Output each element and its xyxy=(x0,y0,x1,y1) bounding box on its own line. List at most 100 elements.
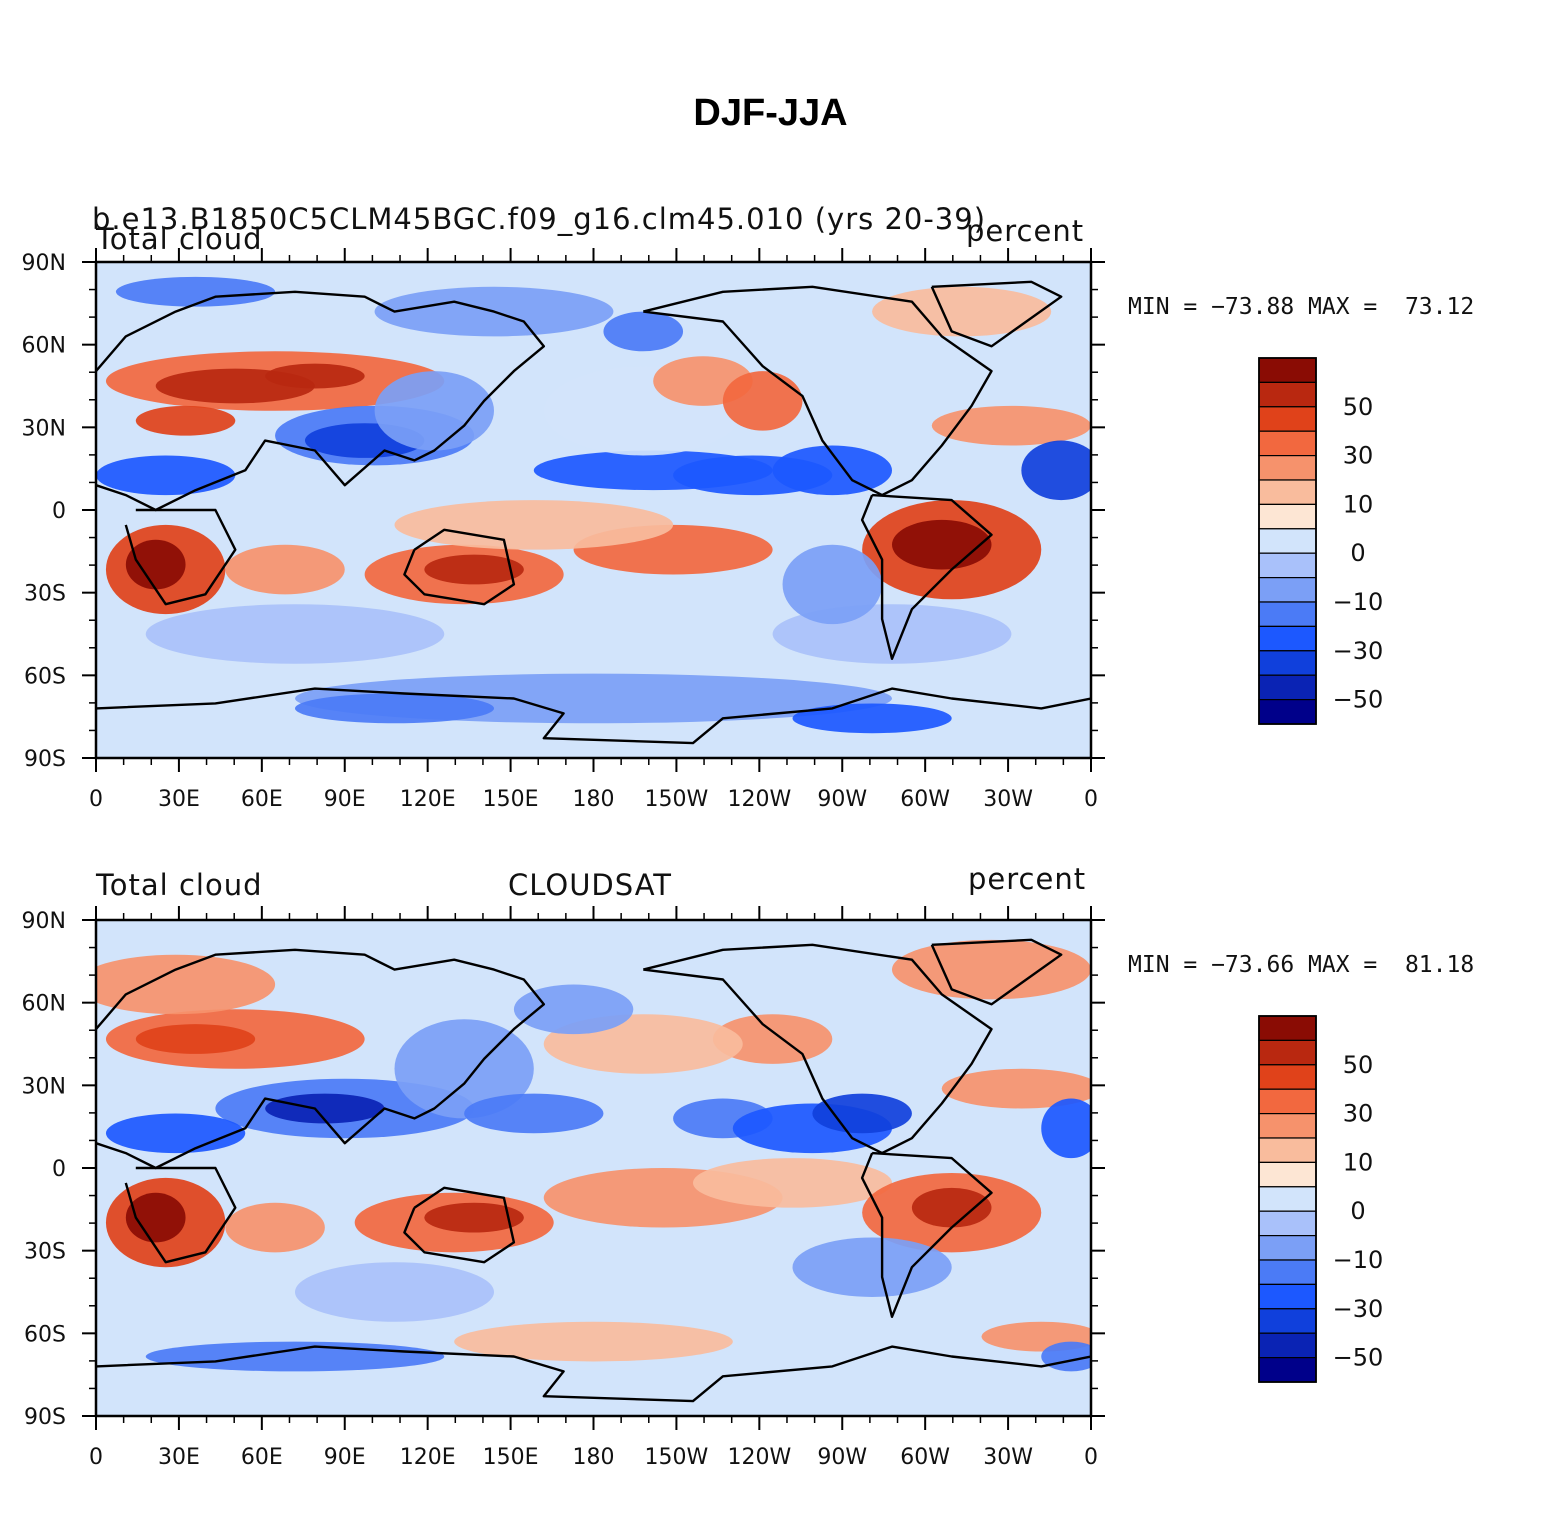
panel-top-contour-region xyxy=(772,445,892,496)
panel-bottom-lon-label: 180 xyxy=(573,1445,615,1470)
panel-bottom-contour-region xyxy=(712,1014,833,1064)
panel-top-lon-label: 0 xyxy=(89,787,103,812)
panel-top-lon-label: 90E xyxy=(324,787,366,812)
panel-bottom-lon-label: 30W xyxy=(983,1445,1033,1470)
panel-top-colorbar-box xyxy=(1258,601,1317,627)
panel-top-colorbar-label: −30 xyxy=(1333,637,1384,665)
panel-bottom-contour-region xyxy=(464,1093,604,1134)
panel-bottom-contour-region xyxy=(105,1113,246,1154)
panel-top-contour-region xyxy=(374,371,494,451)
panel-top-contour-region xyxy=(1021,440,1091,501)
panel-top-coastline xyxy=(930,280,1063,348)
panel-top-graphic: 90N 60N 30N 0 30S 60S 90S 0 30E 60E 90E 120E 150E 180… xyxy=(22,248,1384,812)
panel-top-colorbar-box xyxy=(1258,699,1317,725)
panel-bottom-lon-label: 60W xyxy=(900,1445,950,1470)
panel-top-colorbar-box xyxy=(1258,503,1317,530)
panel-top-lat-label: 30N xyxy=(22,416,66,441)
panel-top-colorbar-frame xyxy=(1258,357,1317,725)
panel-top-header-right: percent xyxy=(966,214,1085,248)
panel-bottom-contour-region xyxy=(454,1321,733,1362)
panel-bottom-colorbar-label: 0 xyxy=(1350,1197,1365,1225)
panel-bottom-colorbar-box xyxy=(1258,1308,1317,1334)
panel-bottom-coastline xyxy=(403,1186,516,1264)
panel-bottom-colorbar-label: −10 xyxy=(1333,1246,1384,1274)
panel-bottom-colorbar-box xyxy=(1258,1235,1317,1261)
panel-top-colorbar-label: 30 xyxy=(1343,442,1374,470)
panel-bottom-colorbar-box xyxy=(1258,1113,1317,1139)
panel-bottom-contour-region xyxy=(792,1237,952,1297)
panel-top-lon-label: 60E xyxy=(241,787,283,812)
panel-top-contour-region xyxy=(872,286,1052,337)
panel-top-coastline xyxy=(124,508,237,606)
panel-top-contour-region xyxy=(892,519,992,570)
figure-title: DJF-JJA xyxy=(693,92,848,134)
panel-bottom-colorbar-box xyxy=(1258,1064,1317,1090)
panel-bottom-contour-region xyxy=(812,1093,912,1134)
panel-bottom-colorbar-box xyxy=(1258,1015,1317,1041)
panel-bottom-colorbar-box xyxy=(1258,1186,1317,1212)
panel-top-lon-label: 150E xyxy=(483,787,539,812)
panel-top-colorbar-label: 0 xyxy=(1350,539,1365,567)
panel-bottom-contour-region xyxy=(1041,1098,1091,1159)
panel-bottom-lat-label: 90S xyxy=(24,1405,66,1430)
panel-top-contour-region xyxy=(125,539,186,590)
panel-bottom-colorbar-box xyxy=(1258,1039,1317,1066)
panel-top-colorbar-box xyxy=(1258,552,1317,579)
panel-top-lat-label: 60S xyxy=(24,664,66,689)
panel-bottom-colorbar-label: −30 xyxy=(1333,1295,1384,1323)
panel-top-lon-label: 180 xyxy=(573,787,615,812)
panel-bottom-lon-label: 120W xyxy=(727,1445,791,1470)
panel-top-colorbar-box xyxy=(1258,479,1317,505)
panel-top-colorbar-box xyxy=(1258,455,1317,481)
panel-bottom-lon-label: 150W xyxy=(645,1445,709,1470)
panel-bottom-contour-region xyxy=(265,1093,385,1124)
panel-bottom-contour-region xyxy=(225,1202,325,1253)
panel-bottom-lat-label: 60N xyxy=(22,992,66,1017)
panel-bottom-contour-region xyxy=(125,1192,186,1243)
panel-top-lon-label: 30E xyxy=(158,787,200,812)
panel-model: Total cloud b.e13.B1850C5CLM45BGC.f09_g1… xyxy=(0,200,1541,840)
panel-bottom-contour-region xyxy=(96,954,276,1015)
panel-bottom-coastline xyxy=(124,1166,237,1264)
panel-top-colorbar-box xyxy=(1258,357,1317,383)
panel-top-contour-region xyxy=(424,554,524,585)
panel-bottom-contour-region xyxy=(693,1158,892,1208)
panel-top-colorbar-box xyxy=(1258,577,1317,603)
panel-bottom-lon-label: 0 xyxy=(89,1445,103,1470)
panel-bottom-lat-label: 30N xyxy=(22,1074,66,1099)
panel-bottom-lon-label: 150E xyxy=(483,1445,539,1470)
panel-top-contour-region xyxy=(145,604,445,664)
panel-bottom-colorbar-box xyxy=(1258,1332,1317,1359)
panel-bottom-colorbar-box xyxy=(1258,1210,1317,1237)
panel-top-lat-label: 60N xyxy=(22,334,66,359)
panel-bottom-lat-label: 60S xyxy=(24,1322,66,1347)
panel-bottom-lon-label: 90E xyxy=(324,1445,366,1470)
panel-top-colorbar-box xyxy=(1258,650,1317,676)
panel-bottom-coastline xyxy=(860,1151,993,1318)
panel-bottom-graphic: 90N 60N 30N 0 30S 60S 90S 0 30E 60E 90E 120E 150E 180… xyxy=(22,906,1384,1470)
panel-bottom-lat-label: 30S xyxy=(24,1240,66,1265)
panel-top-lon-label: 120W xyxy=(727,787,791,812)
panel-top-colorbar-box xyxy=(1258,674,1317,701)
panel-bottom-lon-label: 120E xyxy=(400,1445,456,1470)
panel-top-lat-label: 90N xyxy=(22,251,66,276)
panel-top-colorbar-box xyxy=(1258,430,1317,457)
panel-top-coastline xyxy=(96,290,545,512)
panel-top-coastline xyxy=(643,285,993,497)
panel-bottom-lon-label: 30E xyxy=(158,1445,200,1470)
panel-top-lat-label: 90S xyxy=(24,747,66,772)
panel-top-colorbar-label: 10 xyxy=(1343,490,1374,518)
panel-bottom-coastline xyxy=(930,938,1063,1006)
panel-bottom-coastline xyxy=(96,948,545,1170)
panel-top-contour-region xyxy=(394,500,674,550)
panel-bottom-colorbar-box xyxy=(1258,1088,1317,1115)
panel-top-lon-label: 90W xyxy=(817,787,867,812)
panel-bottom-colorbar-label: −50 xyxy=(1333,1344,1384,1372)
panel-top-coastline xyxy=(403,528,516,606)
panel-bottom-colorbar-box xyxy=(1258,1161,1317,1188)
panel-top-colorbar-box xyxy=(1258,625,1317,652)
panel-top-header-center: b.e13.B1850C5CLM45BGC.f09_g16.clm45.010 … xyxy=(92,202,987,236)
panel-bottom-minmax: MIN = −73.66 MAX = 81.18 xyxy=(1128,952,1475,978)
panel-top-contour-region xyxy=(931,405,1091,446)
panel-bottom-coastline xyxy=(643,943,993,1155)
